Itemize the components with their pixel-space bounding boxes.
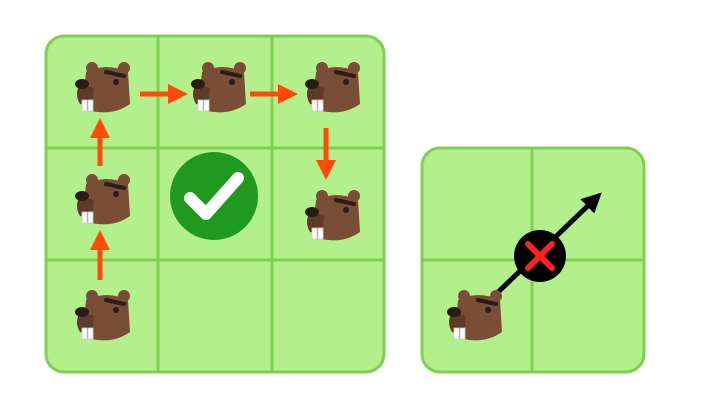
left-grid-valid-path: [44, 34, 386, 374]
checkmark-icon: [170, 152, 258, 240]
right-grid-invalid-move: [420, 146, 646, 374]
cross-icon: [514, 230, 566, 282]
